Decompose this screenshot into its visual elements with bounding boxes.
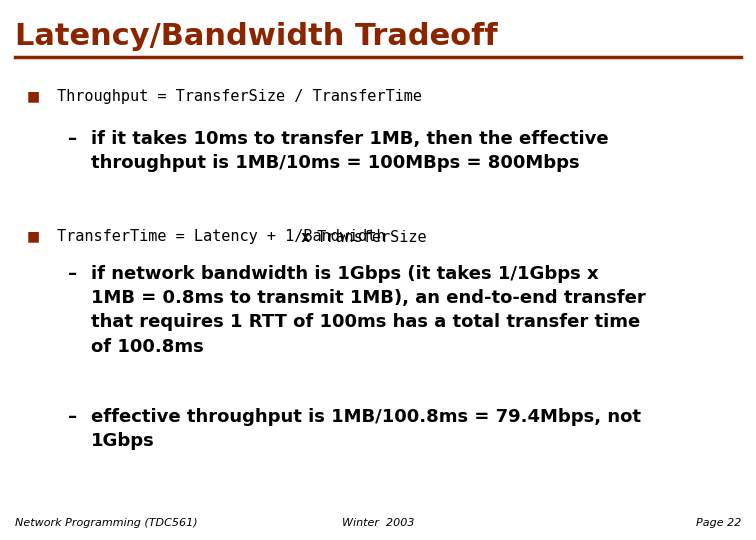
Text: effective throughput is 1MB/100.8ms = 79.4Mbps, not
1Gbps: effective throughput is 1MB/100.8ms = 79… [91, 408, 641, 450]
Text: Network Programming (TDC561): Network Programming (TDC561) [15, 518, 198, 528]
Text: ■: ■ [26, 89, 39, 103]
Text: –: – [68, 130, 77, 147]
Text: –: – [68, 408, 77, 426]
Text: if network bandwidth is 1Gbps (it takes 1/1Gbps x
1MB = 0.8ms to transmit 1MB), : if network bandwidth is 1Gbps (it takes … [91, 265, 646, 355]
Text: –: – [68, 265, 77, 282]
Text: Page 22: Page 22 [696, 518, 741, 528]
Text: TransferSize: TransferSize [308, 230, 426, 245]
Text: Winter  2003: Winter 2003 [342, 518, 414, 528]
Text: x: x [301, 230, 310, 245]
Text: ■: ■ [26, 230, 39, 244]
Text: Latency/Bandwidth Tradeoff: Latency/Bandwidth Tradeoff [15, 22, 497, 51]
Text: if it takes 10ms to transfer 1MB, then the effective
throughput is 1MB/10ms = 10: if it takes 10ms to transfer 1MB, then t… [91, 130, 609, 172]
Text: Throughput = TransferSize / TransferTime: Throughput = TransferSize / TransferTime [57, 89, 422, 104]
Text: TransferTime = Latency + 1/Bandwidth: TransferTime = Latency + 1/Bandwidth [57, 230, 395, 245]
